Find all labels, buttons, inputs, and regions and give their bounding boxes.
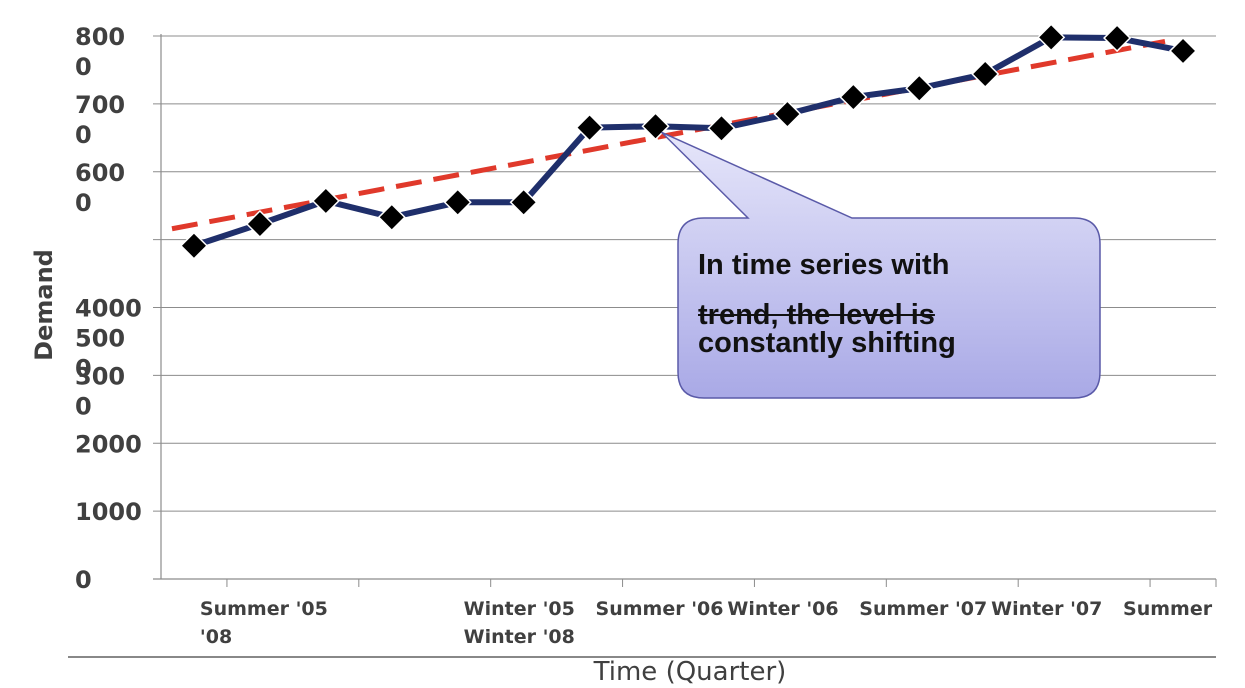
y-tick-label: 0 bbox=[75, 392, 92, 420]
x-tick-label: Summer '07 bbox=[859, 598, 987, 620]
y-tick-label: 4000 bbox=[75, 295, 142, 323]
data-point bbox=[575, 113, 604, 142]
data-point bbox=[1037, 23, 1066, 52]
series-group bbox=[179, 23, 1198, 260]
y-tick-label: 0 bbox=[75, 53, 92, 81]
x-tick-label: Winter '05 bbox=[464, 598, 575, 620]
data-point bbox=[707, 114, 736, 143]
axes bbox=[68, 34, 1217, 658]
data-point bbox=[311, 186, 340, 215]
data-point bbox=[443, 188, 472, 217]
annotation-line-1: In time series with bbox=[698, 249, 950, 281]
x-tick-label: Winter '07 bbox=[991, 598, 1102, 620]
data-point bbox=[377, 203, 406, 232]
data-point bbox=[245, 209, 274, 239]
y-tick-label: 1000 bbox=[75, 498, 142, 526]
x-tick-labels: Summer '05 '08 Winter '05 Winter '08 Summer … bbox=[200, 598, 1213, 648]
x-tick-label: Summer '05 bbox=[200, 598, 328, 620]
y-tick-label: 700 bbox=[75, 91, 125, 119]
x-tick-label: Summer '06 bbox=[596, 598, 724, 620]
x-tick-label: Summer bbox=[1123, 598, 1213, 620]
data-point bbox=[509, 188, 538, 217]
x-tick-label: '08 bbox=[200, 626, 232, 648]
data-point bbox=[971, 59, 1000, 89]
y-tick-label: 600 bbox=[75, 159, 125, 187]
y-tick-label: 500 bbox=[75, 325, 125, 353]
y-tick-label: 800 bbox=[75, 23, 125, 51]
x-axis-label: Time (Quarter) bbox=[593, 657, 787, 687]
y-tick-label: 2000 bbox=[75, 430, 142, 458]
data-point bbox=[179, 231, 209, 260]
y-axis-label: Demand bbox=[30, 249, 58, 361]
annotation-callout bbox=[661, 131, 1101, 399]
y-tick-label: 300 bbox=[75, 362, 125, 390]
x-tick-label: Winter '06 bbox=[727, 598, 838, 620]
data-point bbox=[905, 74, 934, 103]
y-tick-label: 0 bbox=[75, 566, 92, 594]
annotation-text: In time series with trend, the level is … bbox=[698, 249, 1078, 360]
y-tick-label: 0 bbox=[75, 121, 92, 149]
data-point bbox=[839, 83, 868, 112]
data-point bbox=[1103, 23, 1132, 53]
data-point bbox=[1168, 36, 1198, 65]
y-tick-label: 0 bbox=[75, 189, 92, 217]
callout-bubble bbox=[661, 131, 1101, 399]
data-point bbox=[773, 99, 802, 129]
annotation-line-3: constantly shifting bbox=[698, 326, 956, 359]
series-line bbox=[193, 34, 1184, 249]
y-tick-label: 0 bbox=[75, 355, 92, 383]
x-tick-label: Winter '08 bbox=[464, 626, 575, 648]
annotation-line-2: trend, the level is bbox=[698, 298, 935, 331]
